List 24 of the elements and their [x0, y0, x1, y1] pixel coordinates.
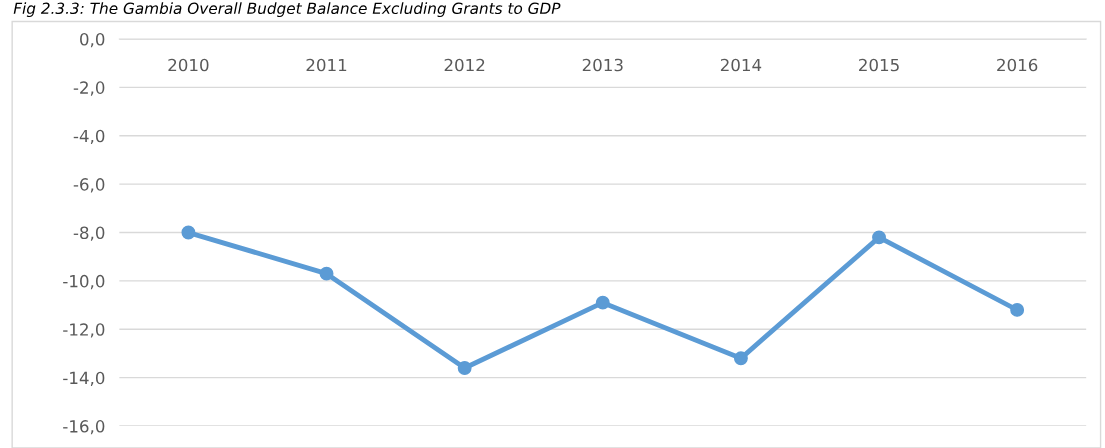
point — [595, 295, 610, 310]
point — [733, 351, 748, 366]
y-tick-label: -4,0 — [73, 129, 105, 145]
point — [319, 266, 334, 281]
point — [872, 230, 886, 245]
y-tick-label: -14,0 — [63, 371, 105, 386]
x-tick-label: 2015 — [859, 58, 899, 72]
x-tick-label: 2011 — [306, 58, 347, 72]
y-tick-label: -8,0 — [73, 226, 105, 241]
x-tick-label: 2013 — [582, 58, 623, 72]
y-tick-label: -6,0 — [73, 178, 105, 193]
point — [457, 361, 472, 375]
y-tick-label: -10,0 — [63, 274, 105, 290]
point — [181, 225, 196, 240]
point — [1010, 302, 1025, 317]
x-tick-label: 2010 — [168, 58, 209, 72]
y-tick-label: -2,0 — [73, 81, 105, 96]
x-tick-label: 2012 — [444, 58, 485, 72]
x-tick-label: 2014 — [720, 58, 762, 72]
chart-title: Fig 2.3.3: The Gambia Overall Budget Balance Excluding Grants to GDP — [13, 2, 561, 18]
y-tick-label: 0,0 — [80, 32, 105, 48]
x-tick-label: 2016 — [997, 58, 1038, 72]
y-tick-label: -16,0 — [63, 420, 105, 435]
y-tick-label: -12,0 — [63, 323, 105, 338]
